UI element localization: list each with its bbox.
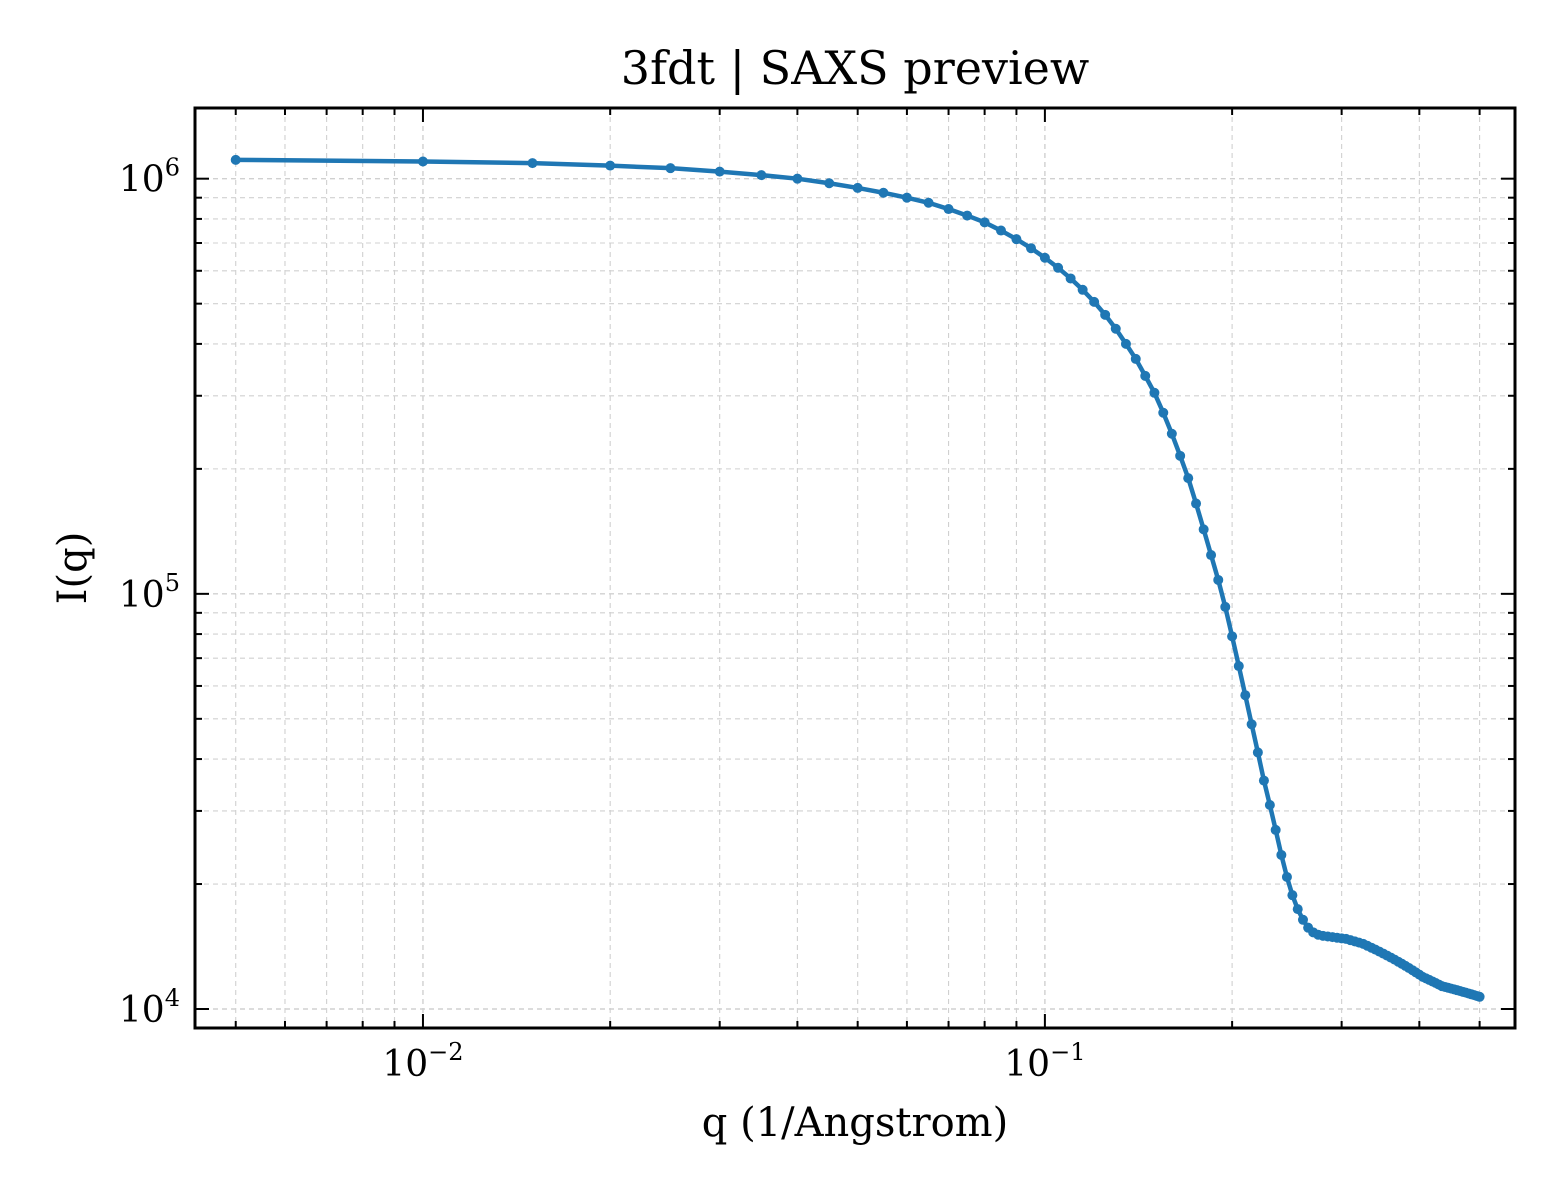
data-point: [1140, 370, 1151, 381]
y-tick-label: 106: [119, 154, 180, 201]
data-point: [1175, 450, 1186, 461]
data-point: [1240, 690, 1251, 701]
tick-label-base: 10: [119, 575, 165, 616]
data-point: [1166, 428, 1177, 439]
data-point: [792, 173, 803, 184]
data-point: [1227, 631, 1238, 642]
data-point: [1026, 243, 1037, 254]
data-point: [943, 204, 954, 215]
data-point: [1213, 574, 1224, 585]
y-tick-label: 105: [119, 569, 180, 616]
data-point: [1110, 323, 1121, 334]
data-point: [1292, 904, 1303, 915]
data-point: [852, 182, 863, 193]
series-layer: [230, 154, 1485, 1002]
data-point: [756, 170, 767, 181]
data-point: [1252, 747, 1263, 758]
data-point: [1011, 234, 1022, 245]
tick-label-exponent: 5: [165, 569, 180, 597]
data-point: [1077, 284, 1088, 295]
data-point: [1233, 661, 1244, 672]
data-point: [1276, 849, 1287, 860]
data-point: [230, 154, 241, 165]
data-point: [923, 197, 934, 208]
data-point: [1246, 719, 1257, 730]
plot-background: [195, 108, 1515, 1028]
data-point: [1297, 914, 1308, 925]
tick-label-exponent: 6: [165, 154, 180, 182]
data-point: [527, 158, 538, 169]
data-point: [417, 156, 428, 167]
x-tick-label: 10−1: [1004, 1038, 1085, 1085]
data-point: [1183, 473, 1194, 484]
data-point: [1258, 775, 1269, 786]
data-point: [1100, 309, 1111, 320]
data-point: [1198, 524, 1209, 535]
data-point: [1039, 252, 1050, 263]
data-point: [1053, 262, 1064, 273]
plot-frame: [193, 106, 1517, 1030]
tick-label-base: 10: [119, 160, 165, 201]
data-point: [901, 192, 912, 203]
data-point: [995, 225, 1006, 236]
data-point: [1130, 353, 1141, 364]
data-point: [1206, 550, 1217, 561]
chart-title: 3fdt | SAXS preview: [621, 41, 1090, 95]
data-point: [1158, 407, 1169, 418]
data-point: [714, 166, 725, 177]
data-point: [1149, 387, 1160, 398]
y-tick-label: 104: [119, 984, 180, 1031]
data-point: [1120, 338, 1131, 349]
tick-label-base: 10: [382, 1044, 428, 1085]
data-point: [962, 210, 973, 221]
data-point: [1065, 273, 1076, 284]
data-point: [1287, 890, 1298, 901]
tick-label-exponent: −1: [1050, 1038, 1085, 1066]
data-point: [878, 187, 889, 198]
x-tick-label: 10−2: [382, 1038, 463, 1085]
data-point: [979, 217, 990, 228]
tick-label-base: 10: [1004, 1044, 1050, 1085]
data-point: [1089, 296, 1100, 307]
tick-label-exponent: 4: [165, 984, 180, 1012]
data-point: [1270, 824, 1281, 835]
data-point: [824, 178, 835, 189]
tick-label-exponent: −2: [428, 1038, 463, 1066]
data-point: [1264, 800, 1275, 811]
y-axis-label: I(q): [50, 532, 96, 605]
data-point: [1220, 601, 1231, 612]
data-point: [665, 163, 676, 174]
tick-label-base: 10: [119, 990, 165, 1031]
data-point: [605, 160, 616, 171]
x-axis-label: q (1/Angstrom): [702, 1100, 1008, 1146]
data-point: [1281, 871, 1292, 882]
data-point: [1474, 991, 1485, 1002]
data-point: [1191, 498, 1202, 509]
